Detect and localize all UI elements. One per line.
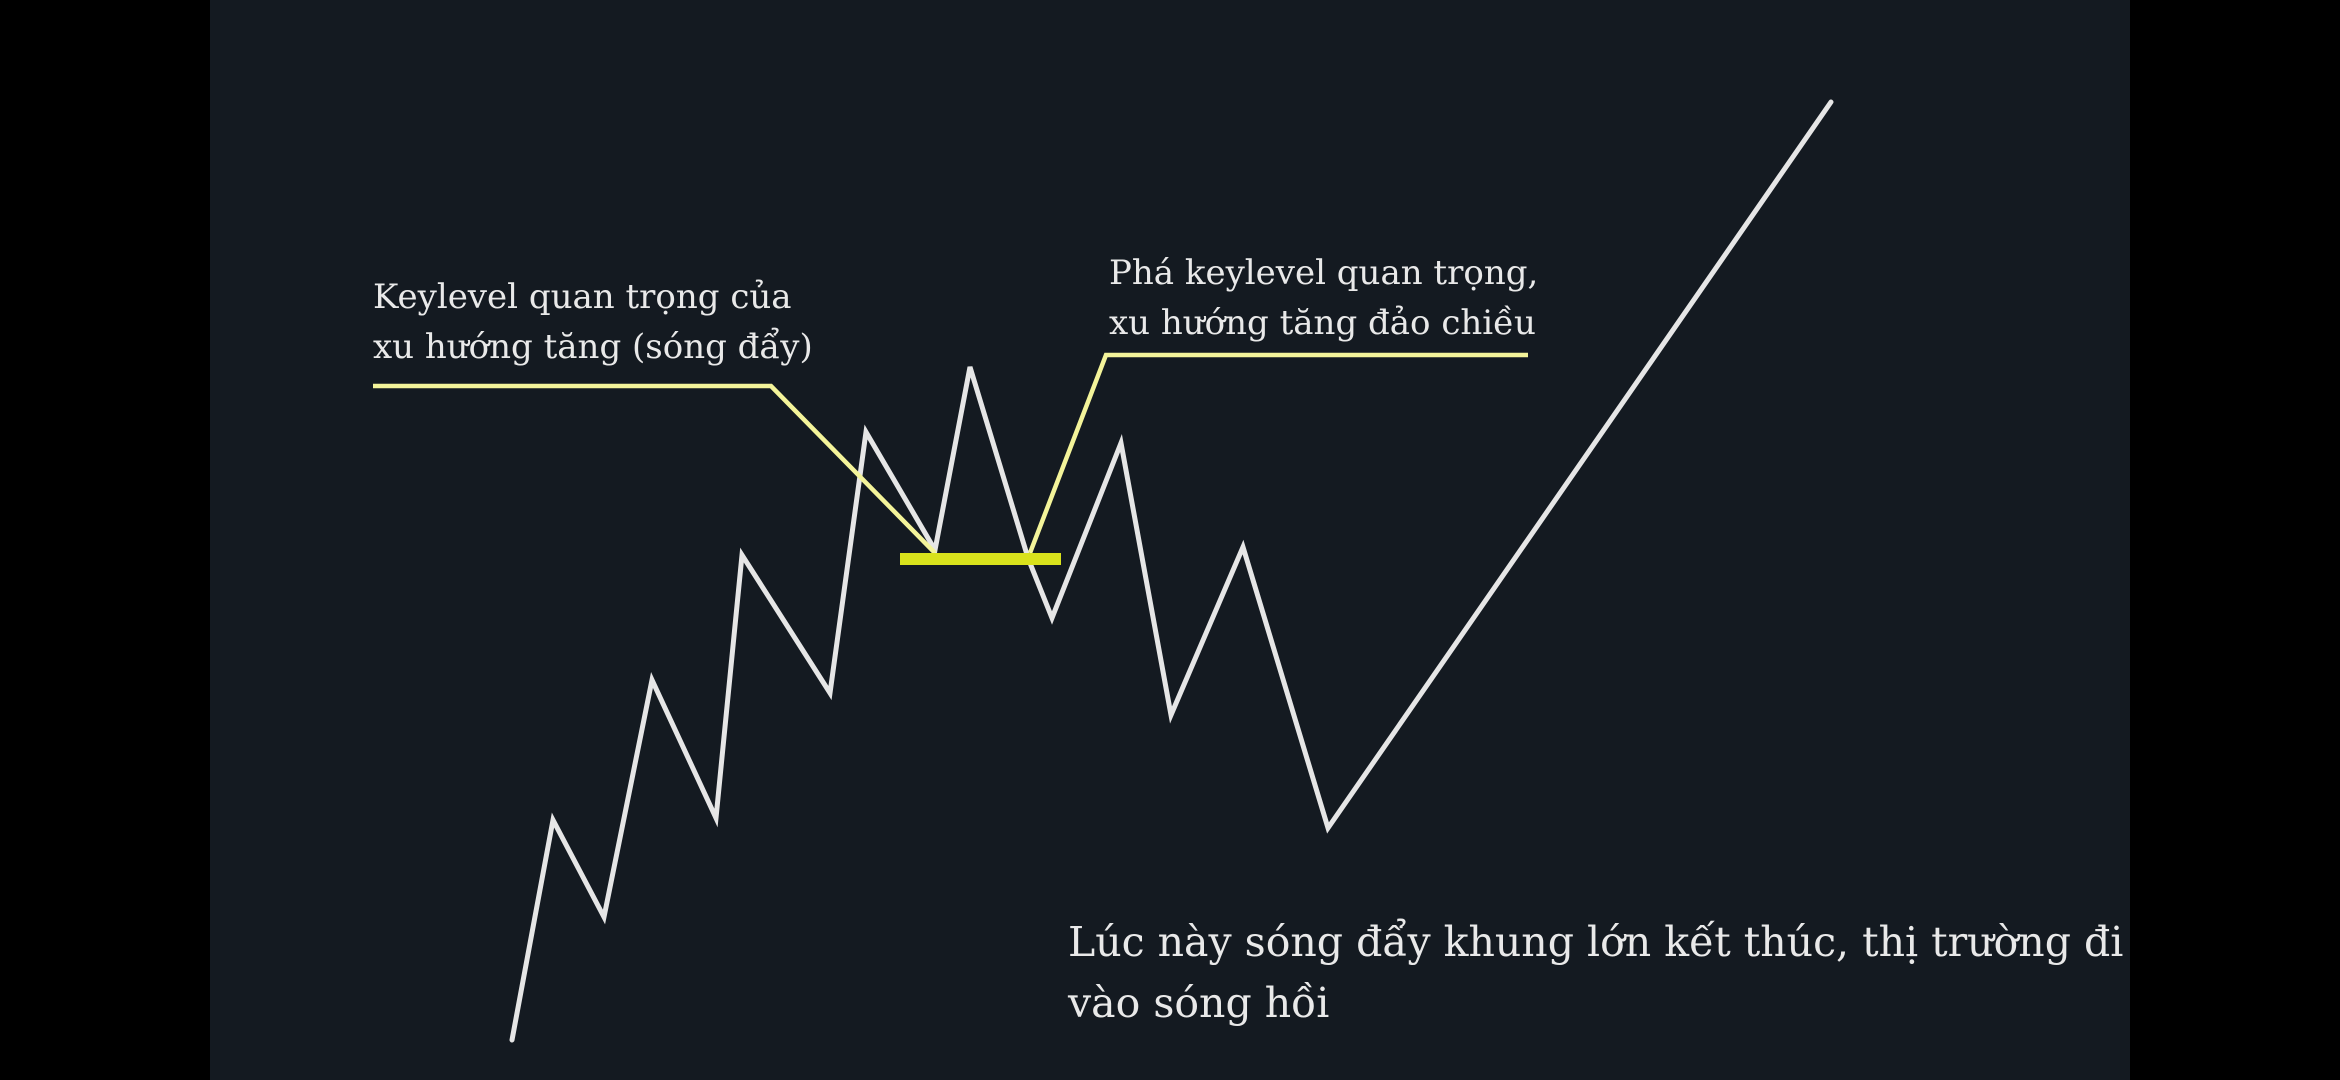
conclusion-line1: Lúc này sóng đẩy khung lớn kết thúc, thị…: [1068, 912, 2123, 973]
keylevel-label-line2: xu hướng tăng (sóng đẩy): [373, 322, 813, 372]
keylevel-marker: [900, 553, 1061, 565]
keylevel-label-line1: Keylevel quan trọng của: [373, 272, 813, 322]
price-path: [512, 102, 1831, 1040]
break-label-line2: xu hướng tăng đảo chiều: [1109, 298, 1538, 348]
break-label: Phá keylevel quan trọng, xu hướng tăng đ…: [1109, 248, 1538, 348]
keylevel-label: Keylevel quan trọng của xu hướng tăng (s…: [373, 272, 813, 372]
conclusion-line2: vào sóng hồi: [1068, 973, 2123, 1034]
break-leader-line: [1030, 355, 1528, 553]
conclusion-text: Lúc này sóng đẩy khung lớn kết thúc, thị…: [1068, 912, 2123, 1034]
break-label-line1: Phá keylevel quan trọng,: [1109, 248, 1538, 298]
